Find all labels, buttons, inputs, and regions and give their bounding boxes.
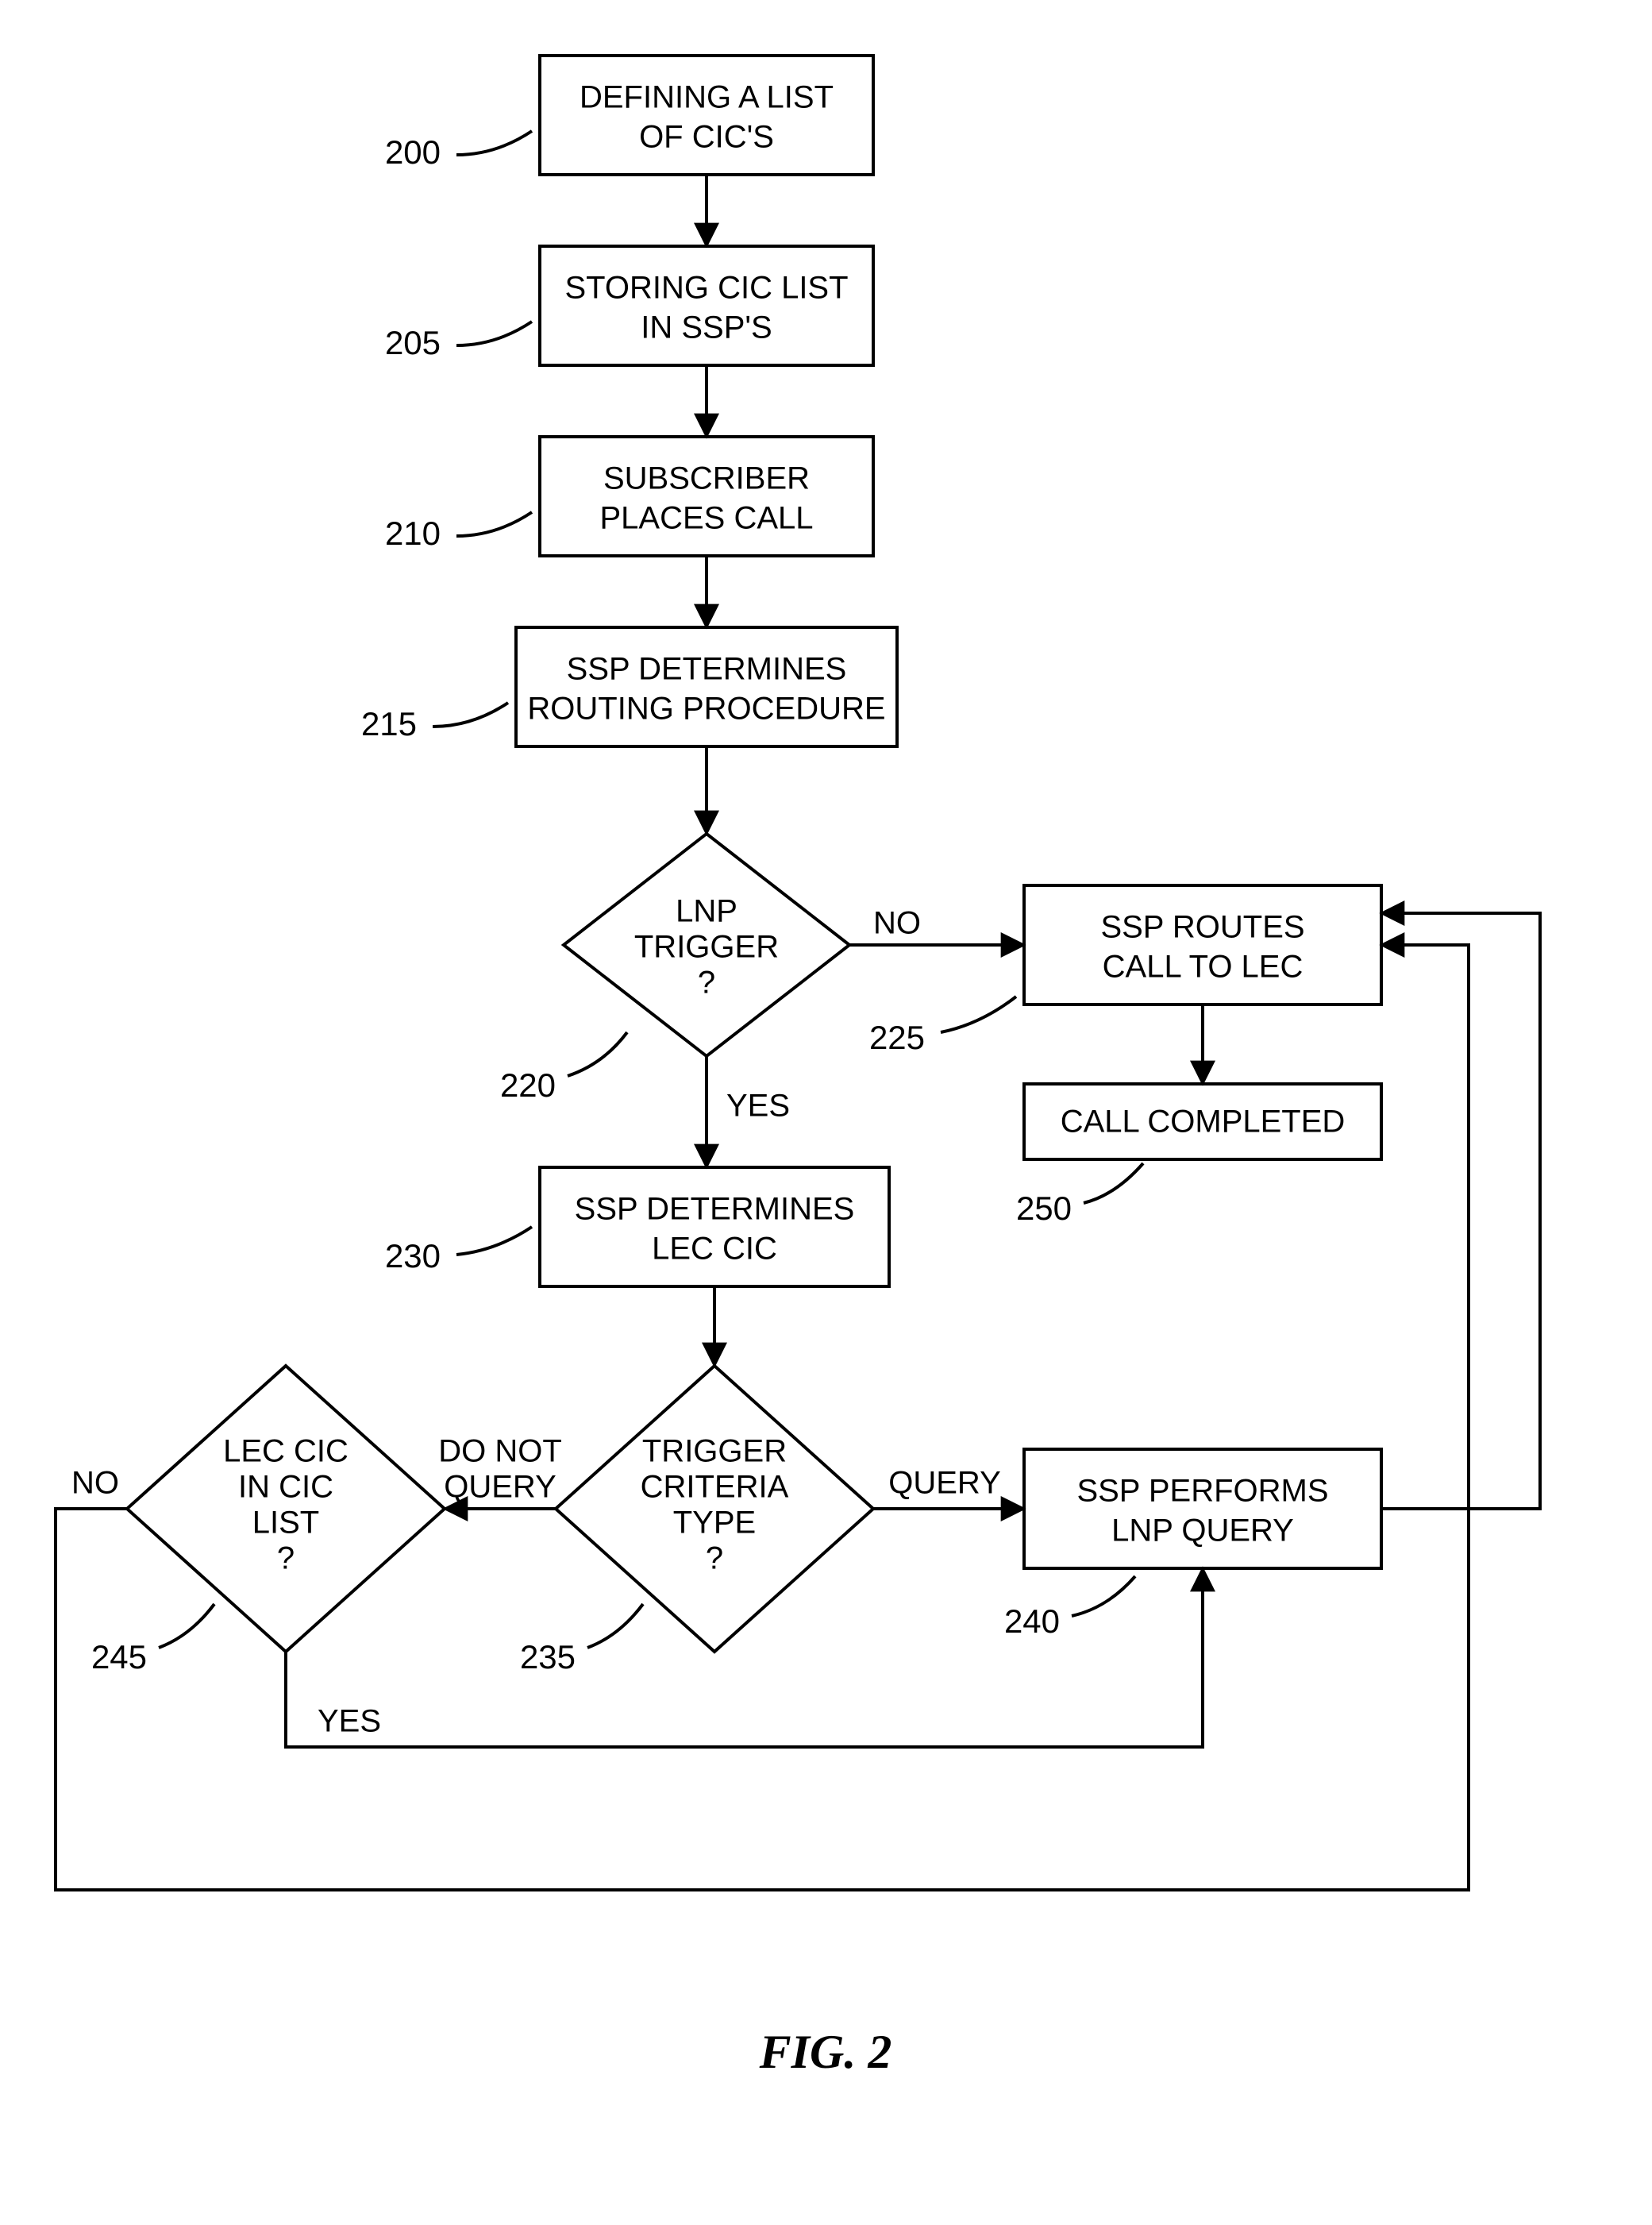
- ref-230: 230: [385, 1227, 532, 1274]
- node-245-line4: ?: [277, 1541, 295, 1576]
- ref-235: 235: [520, 1604, 643, 1675]
- figure-caption: FIG. 2: [759, 2026, 892, 2078]
- node-220-line2: TRIGGER: [634, 930, 779, 965]
- ref-205: 205: [385, 322, 532, 361]
- ref-220: 220: [500, 1032, 627, 1104]
- node-250-line1: CALL COMPLETED: [1061, 1105, 1346, 1139]
- node-220-line3: ?: [698, 966, 715, 1001]
- node-215-ssp-determines-routing: SSP DETERMINES ROUTING PROCEDURE: [516, 627, 897, 746]
- ref-230-label: 230: [385, 1237, 441, 1274]
- node-235-line1: TRIGGER: [642, 1434, 787, 1469]
- ref-200-label: 200: [385, 133, 441, 171]
- edge-220-225-label: NO: [873, 906, 921, 941]
- node-205-storing-cic-list: STORING CIC LIST IN SSP'S: [540, 246, 873, 365]
- ref-245: 245: [91, 1604, 214, 1675]
- ref-200: 200: [385, 131, 532, 171]
- ref-240: 240: [1004, 1576, 1135, 1640]
- node-245-line3: LIST: [252, 1506, 319, 1541]
- node-235-line4: ?: [706, 1541, 723, 1576]
- node-245-line2: IN CIC: [238, 1470, 333, 1505]
- edge-235-245-label-l2: QUERY: [444, 1470, 556, 1505]
- edge-235-240-label: QUERY: [888, 1466, 1001, 1501]
- edge-245-225-label: NO: [71, 1466, 119, 1501]
- node-225-line2: CALL TO LEC: [1103, 950, 1304, 985]
- node-235-trigger-criteria-type: TRIGGER CRITERIA TYPE ?: [556, 1366, 873, 1652]
- edge-240-225: [1381, 913, 1540, 1509]
- node-200-line1: DEFINING A LIST: [580, 80, 834, 115]
- node-200-line2: OF CIC'S: [639, 120, 774, 155]
- edge-245-240-label: YES: [318, 1704, 381, 1739]
- ref-215-label: 215: [361, 705, 417, 742]
- node-210-line2: PLACES CALL: [599, 501, 813, 536]
- ref-245-label: 245: [91, 1638, 147, 1675]
- edge-235-245-label-l1: DO NOT: [438, 1434, 562, 1469]
- node-225-ssp-routes-call-to-lec: SSP ROUTES CALL TO LEC: [1024, 885, 1381, 1005]
- ref-205-label: 205: [385, 324, 441, 361]
- ref-250-label: 250: [1016, 1190, 1072, 1227]
- ref-220-label: 220: [500, 1066, 556, 1104]
- node-205-line1: STORING CIC LIST: [564, 271, 848, 306]
- ref-225-label: 225: [869, 1019, 925, 1056]
- node-230-line1: SSP DETERMINES: [575, 1192, 855, 1227]
- ref-240-label: 240: [1004, 1602, 1060, 1640]
- node-210-line1: SUBSCRIBER: [603, 461, 810, 496]
- ref-235-label: 235: [520, 1638, 576, 1675]
- node-220-lnp-trigger: LNP TRIGGER ?: [564, 834, 849, 1056]
- ref-250: 250: [1016, 1163, 1143, 1227]
- node-240-line2: LNP QUERY: [1111, 1514, 1294, 1548]
- ref-225: 225: [869, 997, 1016, 1056]
- node-225-line1: SSP ROUTES: [1100, 910, 1304, 945]
- node-205-line2: IN SSP'S: [641, 310, 772, 345]
- edge-220-230-label: YES: [726, 1089, 790, 1124]
- ref-210-label: 210: [385, 515, 441, 552]
- node-220-line1: LNP: [676, 894, 737, 929]
- node-240-ssp-performs-lnp-query: SSP PERFORMS LNP QUERY: [1024, 1449, 1381, 1568]
- node-200-defining-cic-list: DEFINING A LIST OF CIC'S: [540, 56, 873, 175]
- node-230-line2: LEC CIC: [652, 1232, 777, 1267]
- node-215-line1: SSP DETERMINES: [567, 652, 847, 687]
- node-250-call-completed: CALL COMPLETED: [1024, 1084, 1381, 1159]
- node-240-line1: SSP PERFORMS: [1076, 1474, 1328, 1509]
- ref-210: 210: [385, 512, 532, 552]
- node-245-lec-cic-in-list: LEC CIC IN CIC LIST ?: [127, 1366, 445, 1652]
- node-235-line3: TYPE: [673, 1506, 756, 1541]
- node-210-subscriber-places-call: SUBSCRIBER PLACES CALL: [540, 437, 873, 556]
- node-235-line2: CRITERIA: [641, 1470, 789, 1505]
- node-230-ssp-determines-lec-cic: SSP DETERMINES LEC CIC: [540, 1167, 889, 1286]
- node-215-line2: ROUTING PROCEDURE: [527, 692, 885, 727]
- ref-215: 215: [361, 703, 508, 742]
- node-245-line1: LEC CIC: [223, 1434, 348, 1469]
